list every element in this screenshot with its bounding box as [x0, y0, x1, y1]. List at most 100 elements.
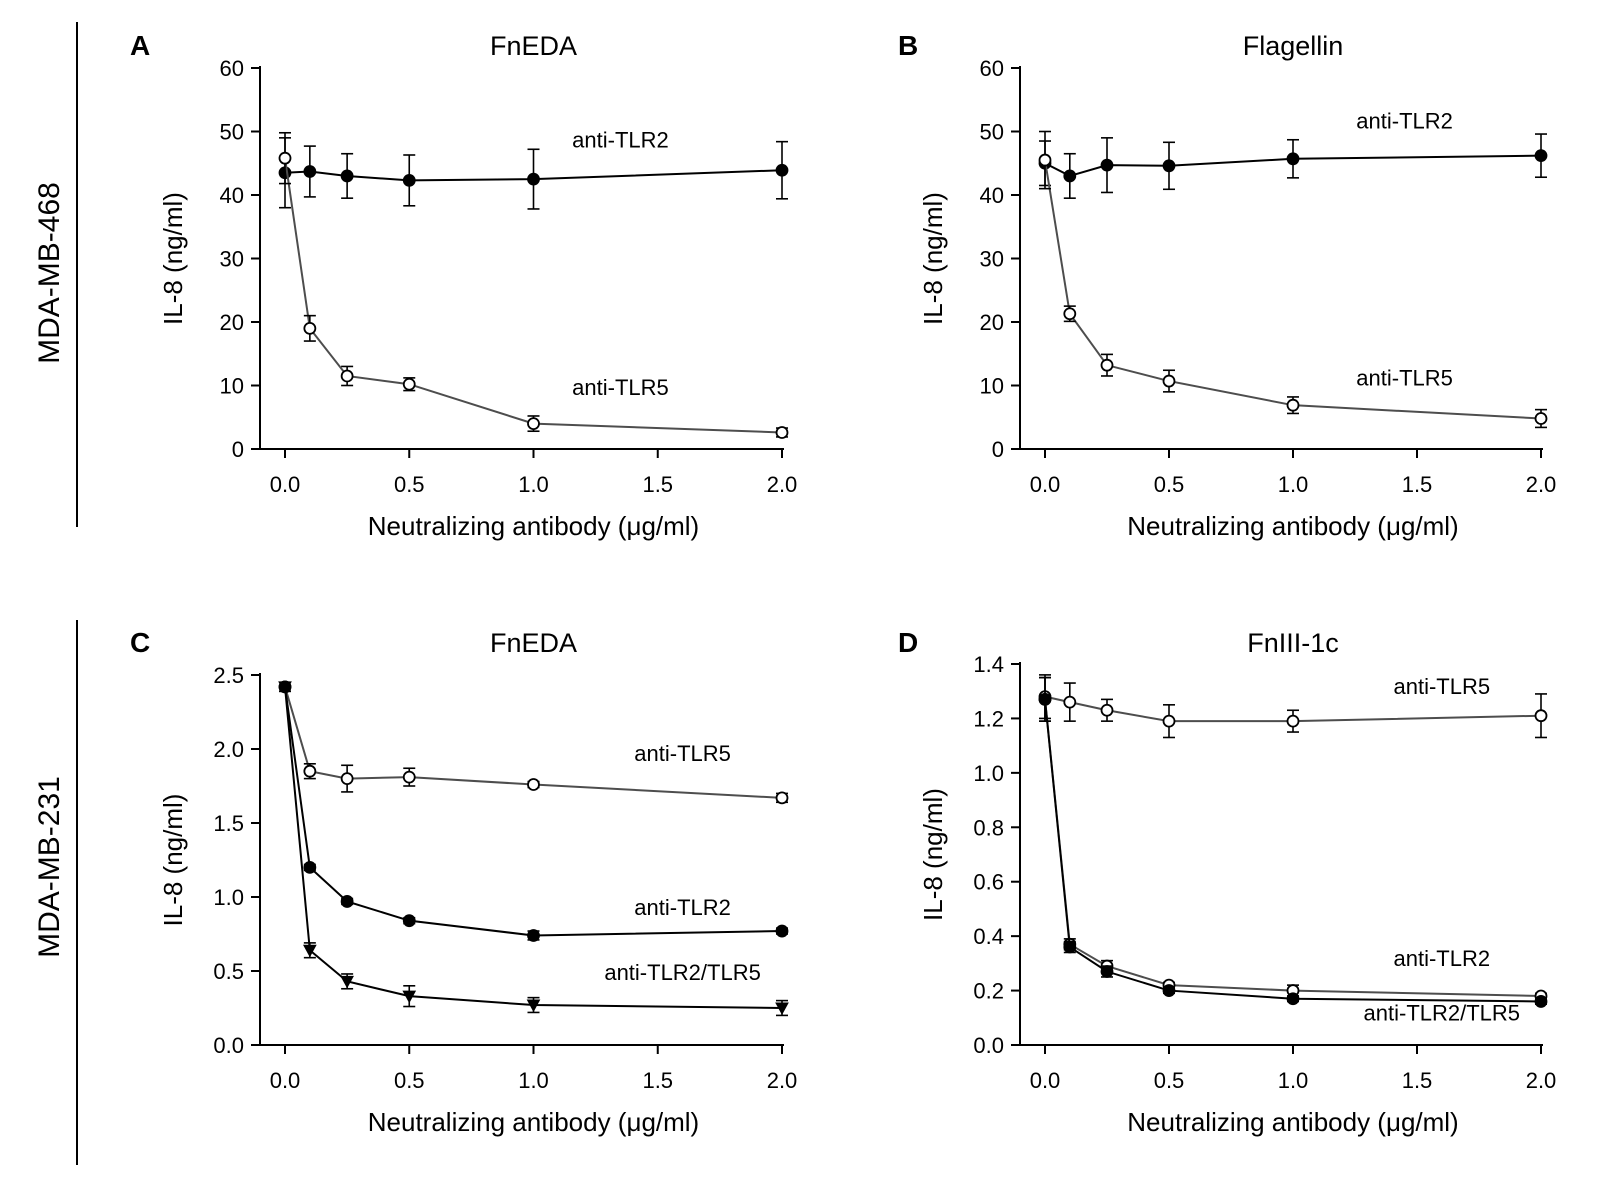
- series-anti-tlr5: anti-TLR5: [278, 680, 789, 805]
- x-tick-label: 2.0: [1526, 1068, 1557, 1093]
- y-axis-label: IL-8 (ng/ml): [918, 192, 948, 325]
- y-tick-label: 40: [220, 183, 244, 208]
- x-tick-label: 0.5: [394, 1068, 425, 1093]
- y-tick-label: 1.4: [973, 652, 1004, 677]
- data-point: [1534, 412, 1548, 425]
- y-tick-label: 10: [980, 374, 1004, 399]
- series-line: [1044, 699, 1542, 1003]
- y-tick-label: 2.0: [213, 737, 244, 762]
- x-tick-label: 1.0: [1278, 472, 1309, 497]
- data-point: [278, 681, 292, 694]
- data-point: [1286, 398, 1300, 412]
- y-tick-label: 40: [980, 183, 1004, 208]
- y-tick-label: 1.0: [973, 761, 1004, 786]
- panel-letter: A: [130, 30, 150, 61]
- data-point: [303, 861, 317, 874]
- y-tick-label: 1.2: [973, 706, 1004, 731]
- x-tick-label: 2.0: [767, 472, 798, 497]
- data-point: [402, 990, 417, 1004]
- data-point: [1100, 358, 1114, 372]
- y-tick-label: 0.5: [213, 959, 244, 984]
- x-tick-label: 0.5: [394, 472, 425, 497]
- x-tick-label: 0.5: [1154, 472, 1185, 497]
- data-point: [527, 172, 540, 186]
- data-point: [1534, 149, 1548, 163]
- series-label: anti-TLR5: [1394, 674, 1491, 699]
- x-tick-label: 1.5: [642, 472, 673, 497]
- series-line: [284, 686, 783, 799]
- x-tick-label: 1.0: [518, 472, 549, 497]
- y-axis-label: IL-8 (ng/ml): [158, 192, 188, 325]
- data-point: [1038, 153, 1052, 167]
- panel-letter: B: [898, 30, 918, 61]
- data-point: [1100, 965, 1114, 978]
- row-divider-top: [76, 22, 78, 527]
- chart-title: FnEDA: [490, 31, 577, 61]
- y-tick-label: 0.6: [973, 870, 1004, 895]
- data-point: [278, 151, 292, 165]
- x-tick-label: 1.5: [642, 1068, 673, 1093]
- x-tick-label: 0.5: [1154, 1068, 1185, 1093]
- series-anti-tlr2-tlr5: anti-TLR2/TLR5: [1038, 676, 1548, 1026]
- x-axis-label: Neutralizing antibody (μg/ml): [1127, 1107, 1458, 1137]
- panel-a: A FnEDA 0 10 20 30 40 50 60 0.0 0.5 1.0 1.5 2.0 Neutra…: [130, 30, 797, 541]
- data-point: [1038, 692, 1052, 706]
- data-point: [775, 791, 789, 805]
- y-tick-label: 0.0: [973, 1033, 1004, 1058]
- data-point: [527, 778, 540, 791]
- y-tick-label: 10: [220, 374, 244, 399]
- series-label: anti-TLR5: [634, 741, 731, 766]
- data-point: [775, 163, 789, 177]
- y-tick-label: 0.8: [973, 815, 1004, 840]
- y-tick-label: 1.0: [213, 885, 244, 910]
- x-tick-label: 1.5: [1402, 1068, 1433, 1093]
- y-tick-label: 60: [980, 56, 1004, 81]
- series-label: anti-TLR5: [572, 375, 669, 400]
- series-line: [284, 158, 783, 434]
- data-point: [1063, 940, 1077, 954]
- y-tick-label: 0.0: [213, 1033, 244, 1058]
- y-tick-label: 50: [980, 120, 1004, 145]
- y-axis-label: IL-8 (ng/ml): [158, 794, 188, 927]
- panel-letter: C: [130, 627, 150, 658]
- series-label: anti-TLR5: [1356, 366, 1453, 391]
- data-point: [775, 426, 789, 439]
- data-point: [1063, 307, 1077, 321]
- x-tick-label: 0.0: [270, 1068, 301, 1093]
- data-point: [340, 772, 354, 785]
- series-label: anti-TLR2: [634, 895, 731, 920]
- y-tick-label: 0: [232, 437, 244, 462]
- series-line: [284, 686, 783, 937]
- y-tick-label: 0.2: [973, 979, 1004, 1004]
- data-point: [1162, 984, 1176, 997]
- y-tick-label: 1.5: [213, 811, 244, 836]
- y-tick-label: 0.4: [973, 924, 1004, 949]
- x-tick-label: 0.0: [270, 472, 301, 497]
- x-axis-label: Neutralizing antibody (μg/ml): [1127, 511, 1458, 541]
- series-anti-tlr5: anti-TLR5: [278, 131, 789, 439]
- series-line: [284, 686, 783, 1009]
- series-anti-tlr2: anti-TLR2: [278, 680, 789, 942]
- y-tick-label: 20: [980, 310, 1004, 335]
- data-point: [526, 999, 541, 1013]
- series-line: [1044, 159, 1542, 420]
- data-point: [1063, 169, 1077, 183]
- row-divider-bottom: [76, 620, 78, 1165]
- x-tick-label: 0.0: [1030, 472, 1061, 497]
- data-point: [1534, 709, 1548, 723]
- series-label: anti-TLR2/TLR5: [1364, 1001, 1521, 1026]
- data-point: [1063, 695, 1077, 709]
- series-anti-tlr2-tlr5: anti-TLR2/TLR5: [278, 681, 789, 1017]
- data-point: [1534, 995, 1548, 1008]
- data-point: [340, 975, 354, 989]
- y-tick-label: 30: [980, 247, 1004, 272]
- data-point: [527, 929, 540, 942]
- x-axis-label: Neutralizing antibody (μg/ml): [368, 1107, 699, 1137]
- series-label: anti-TLR2: [1356, 108, 1453, 133]
- data-point: [1162, 159, 1176, 173]
- data-point: [402, 377, 416, 391]
- data-point: [1100, 703, 1114, 717]
- series-anti-tlr5: anti-TLR5: [1038, 130, 1548, 429]
- y-axis-label: IL-8 (ng/ml): [918, 788, 948, 921]
- data-point: [775, 1002, 789, 1016]
